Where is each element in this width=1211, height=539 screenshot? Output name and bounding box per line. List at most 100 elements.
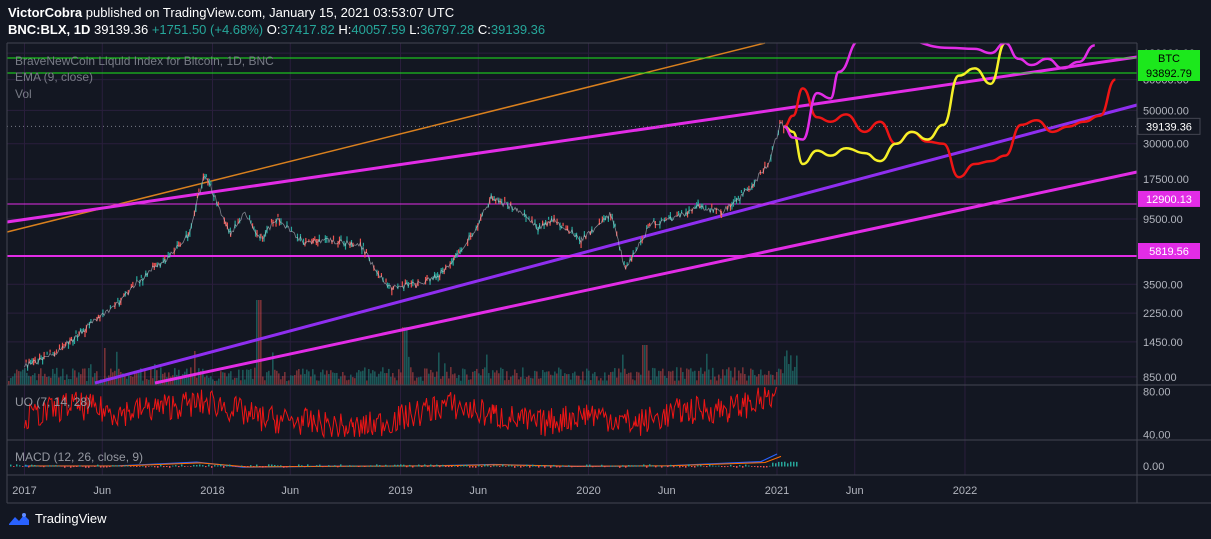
macd-histogram-bar <box>73 466 75 468</box>
macd-histogram-bar <box>652 465 654 467</box>
price-candle <box>361 246 363 255</box>
price-candle <box>85 324 88 333</box>
macd-histogram-bar <box>688 464 690 467</box>
macd-histogram-bar <box>715 465 717 467</box>
volume-bar <box>102 380 104 385</box>
volume-bar <box>578 375 580 385</box>
volume-bar <box>702 373 704 385</box>
macd-histogram-bar <box>235 466 237 467</box>
volume-bar <box>22 369 24 385</box>
macd-histogram-bar <box>55 465 57 467</box>
volume-bar <box>608 374 610 385</box>
price-candle <box>525 214 527 222</box>
price-candle <box>33 358 35 366</box>
macd-histogram-bar <box>556 466 558 468</box>
price-candle <box>556 218 558 225</box>
volume-bar <box>134 370 136 385</box>
price-candle <box>715 207 717 215</box>
price-candle <box>314 236 316 241</box>
price-candle <box>40 355 42 360</box>
macd-histogram-bar <box>373 465 375 467</box>
volume-bar <box>218 378 220 385</box>
volume-bar <box>634 380 636 385</box>
price-candle <box>229 227 231 233</box>
volume-bar <box>286 380 288 385</box>
volume-bar <box>256 300 258 385</box>
volume-bar <box>26 372 28 385</box>
x-tick-label: Jun <box>658 485 676 497</box>
price-candle <box>207 178 209 186</box>
volume-bar <box>132 376 134 385</box>
volume-bar <box>546 371 548 385</box>
volume-bar <box>352 377 354 385</box>
tradingview-logo[interactable]: TradingView <box>8 511 107 526</box>
price-candle <box>676 211 678 217</box>
macd-histogram-bar <box>517 465 519 467</box>
price-candle <box>251 223 254 229</box>
author-name[interactable]: VictorCobra <box>8 5 83 20</box>
volume-bar <box>138 370 140 385</box>
macd-histogram-bar <box>214 465 216 467</box>
yellow-projection <box>784 43 1006 166</box>
price-candle <box>117 297 119 302</box>
macd-histogram-bar <box>151 465 153 467</box>
upper-channel-line <box>6 55 1138 224</box>
macd-histogram-bar <box>418 464 420 467</box>
macd-histogram-bar <box>124 465 126 467</box>
price-candle <box>442 267 444 274</box>
volume-bar <box>214 380 216 385</box>
volume-bar <box>336 372 338 385</box>
volume-bar <box>58 377 60 385</box>
macd-histogram-bar <box>256 464 258 467</box>
price-candle <box>610 213 612 221</box>
volume-bar <box>748 375 750 385</box>
macd-histogram-bar <box>703 466 705 467</box>
volume-bar <box>398 369 400 385</box>
volume-bar <box>86 380 88 385</box>
macd-histogram-bar <box>64 466 66 468</box>
price-candle <box>401 281 403 287</box>
volume-bar <box>482 369 484 385</box>
price-candle <box>302 238 305 245</box>
volume-bar <box>388 368 390 385</box>
price-candle <box>132 281 134 288</box>
volume-bar <box>456 378 458 385</box>
volume-bar <box>72 368 74 385</box>
price-line <box>24 121 784 369</box>
volume-bar <box>446 371 448 385</box>
volume-bar <box>242 369 244 385</box>
macd-histogram-bar <box>481 466 483 468</box>
price-candle <box>55 349 58 354</box>
volume-bar <box>722 369 724 385</box>
macd-histogram-bar <box>286 466 288 468</box>
macd-histogram-bar <box>310 465 312 467</box>
macd-histogram-bar <box>712 465 714 467</box>
volume-bar <box>34 373 36 385</box>
macd-histogram-bar <box>436 464 438 467</box>
volume-bar <box>266 372 268 385</box>
volume-bar <box>88 368 90 385</box>
price-candle <box>239 217 241 224</box>
volume-bar <box>654 368 656 385</box>
volume-bar <box>616 377 618 385</box>
price-candle <box>277 213 279 217</box>
macd-histogram-bar <box>610 465 612 467</box>
volume-bar <box>530 377 532 385</box>
volume-bar <box>442 376 444 385</box>
price-candle <box>63 343 65 347</box>
price-candle <box>317 239 319 247</box>
macd-histogram-bar <box>361 465 363 467</box>
volume-bar <box>764 374 766 385</box>
price-candle <box>711 203 713 208</box>
price-candle <box>471 232 473 237</box>
volume-bar <box>302 368 304 385</box>
price-candle <box>635 247 637 252</box>
volume-bar <box>308 371 310 385</box>
volume-bar <box>328 374 330 385</box>
price-candle <box>305 237 307 244</box>
volume-bar <box>596 376 598 385</box>
macd-histogram-bar <box>58 465 60 467</box>
volume-bar <box>776 371 778 385</box>
macd-histogram-bar <box>121 466 123 467</box>
